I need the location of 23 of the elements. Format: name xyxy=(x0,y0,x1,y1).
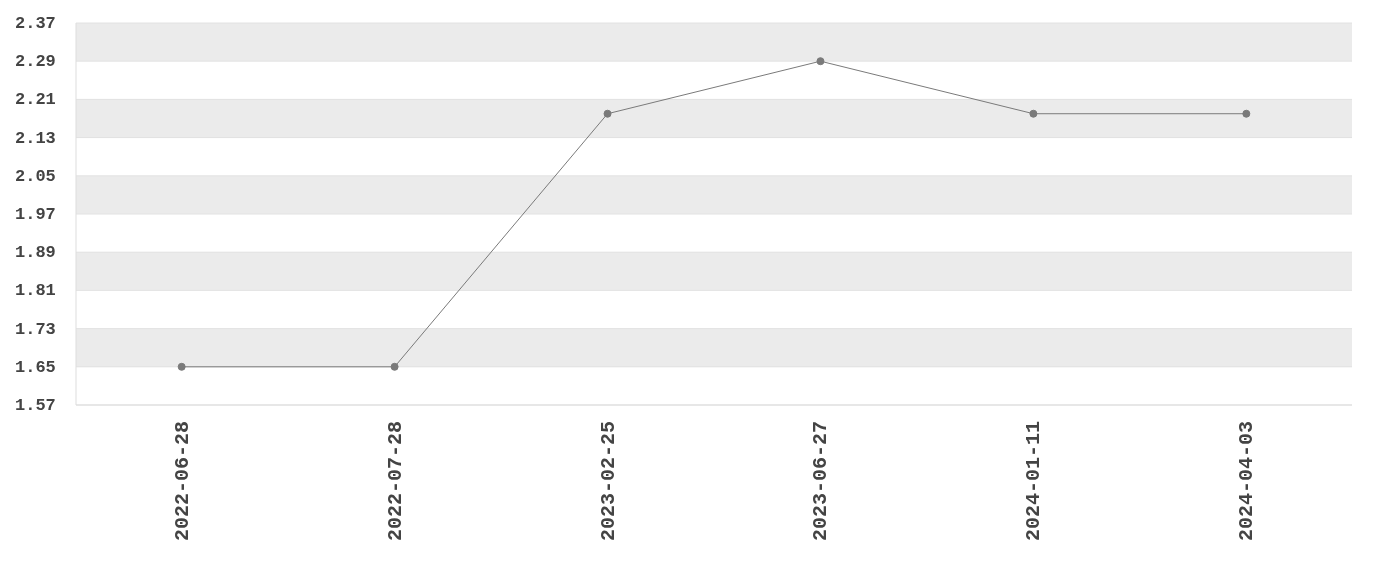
y-tick-label: 2.21 xyxy=(15,90,56,110)
y-tick-label: 1.73 xyxy=(15,319,56,339)
y-tick-label: 1.81 xyxy=(15,281,56,301)
y-tick-label: 2.13 xyxy=(15,128,56,148)
y-tick-label: 1.65 xyxy=(15,357,56,377)
x-tick-label: 2023-02-25 xyxy=(596,421,620,542)
y-tick-label: 1.89 xyxy=(15,243,56,263)
x-tick-label: 2023-06-27 xyxy=(809,421,833,542)
y-tick-label: 1.57 xyxy=(15,396,56,415)
point xyxy=(390,362,399,371)
point xyxy=(816,57,825,66)
y-tick-label: 2.37 xyxy=(15,14,56,33)
y-tick-label: 1.97 xyxy=(15,205,56,224)
point xyxy=(1242,109,1251,118)
x-tick-label: 2024-04-03 xyxy=(1235,421,1259,542)
point xyxy=(603,109,612,118)
point xyxy=(1029,109,1038,118)
x-tick-label: 2022-07-28 xyxy=(383,421,407,542)
point xyxy=(177,362,186,371)
y-tick-label: 2.29 xyxy=(15,52,56,72)
y-tick-label: 2.05 xyxy=(15,166,56,186)
x-tick-label: 2024-01-11 xyxy=(1022,421,1046,542)
x-tick-label: 2022-06-28 xyxy=(170,421,194,542)
